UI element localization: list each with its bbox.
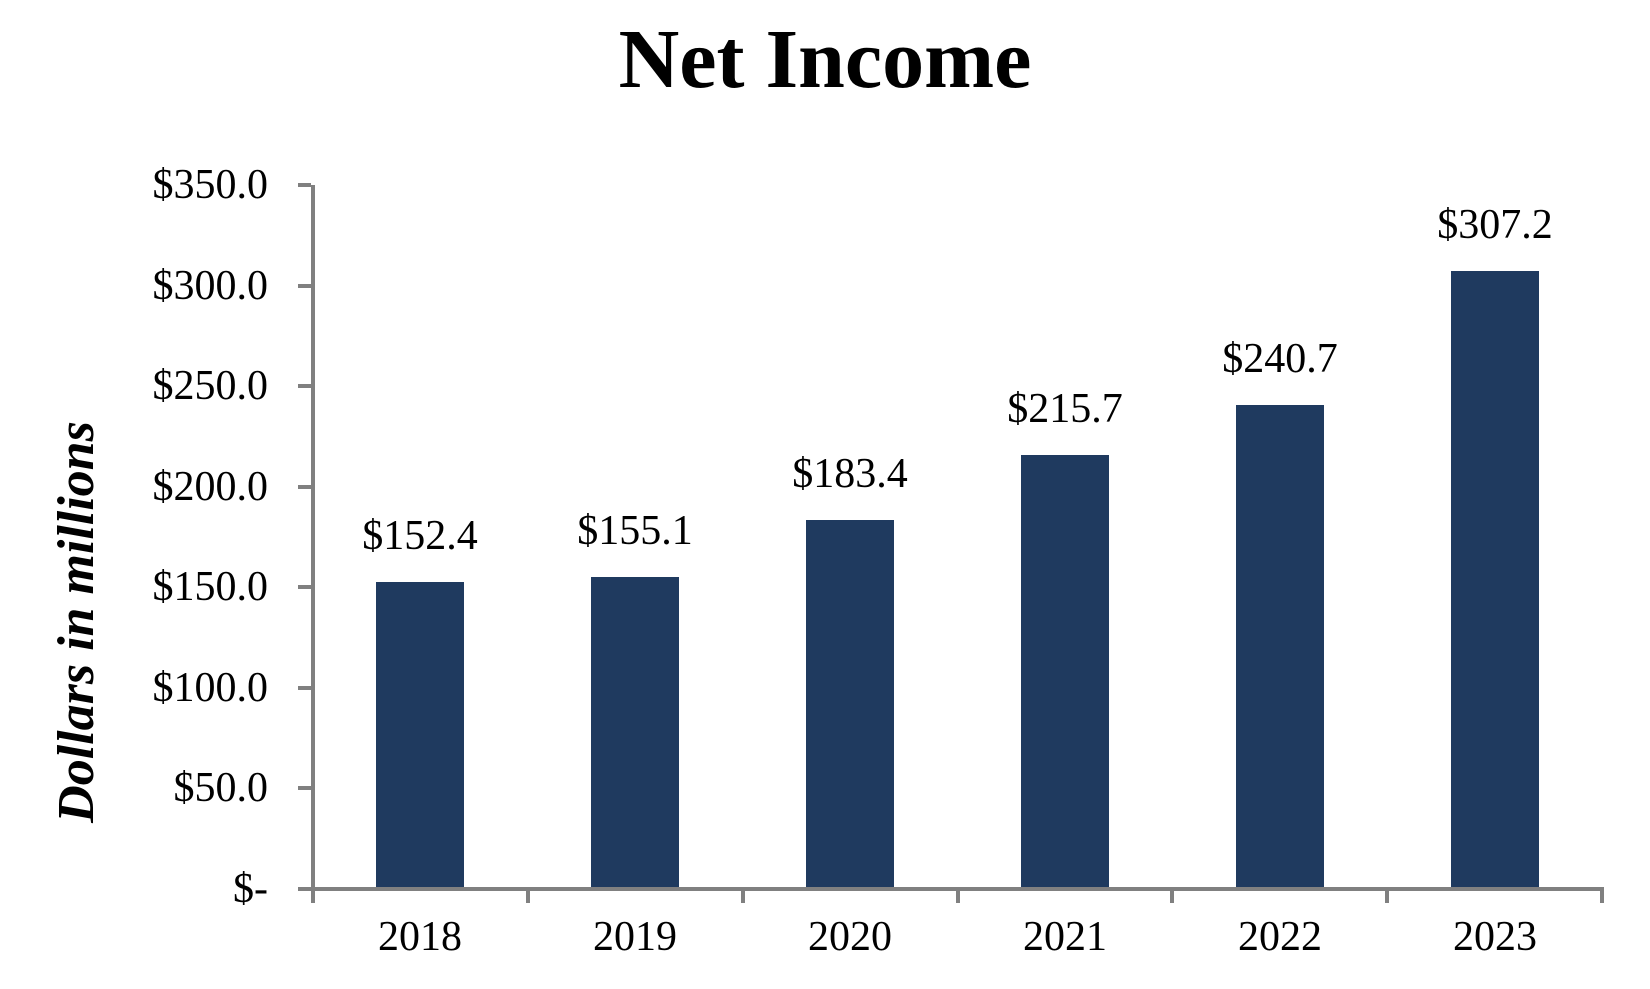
y-axis-tick	[298, 786, 311, 791]
y-tick-label: $200.0	[152, 463, 269, 510]
x-axis-tick	[1170, 888, 1175, 903]
x-tick-label: 2023	[1453, 914, 1537, 960]
bar-value-label: $152.4	[362, 513, 478, 559]
y-tick-label: $350.0	[152, 162, 269, 208]
y-tick-label: $100.0	[152, 664, 269, 711]
bar-2023	[1451, 271, 1539, 887]
bar-value-label: $215.7	[1007, 386, 1123, 432]
y-axis-tick	[298, 585, 311, 590]
bar-value-label: $240.7	[1222, 336, 1338, 382]
y-tick-label: $250.0	[152, 363, 269, 410]
bar-value-label: $307.2	[1437, 202, 1553, 248]
y-axis-tick	[298, 183, 311, 187]
y-tick-label: $50.0	[173, 765, 269, 812]
x-axis-tick	[1600, 888, 1604, 903]
y-axis-line	[311, 185, 315, 891]
y-axis-tick	[298, 685, 311, 690]
x-axis-tick	[740, 888, 745, 903]
bar-2021	[1021, 455, 1109, 887]
y-tick-label: $300.0	[152, 262, 269, 309]
x-tick-label: 2019	[593, 914, 677, 960]
chart-title: Net Income	[618, 13, 1032, 106]
bar-2020	[806, 520, 894, 887]
y-tick-label: $150.0	[152, 564, 269, 611]
x-tick-label: 2018	[378, 914, 462, 960]
x-axis-tick	[525, 888, 530, 903]
bar-2022	[1236, 405, 1324, 887]
x-tick-label: 2021	[1023, 914, 1107, 960]
x-tick-label: 2022	[1238, 914, 1322, 960]
y-axis-tick	[298, 384, 311, 389]
x-axis-tick	[955, 888, 960, 903]
x-axis-tick	[311, 888, 315, 903]
bar-2019	[591, 577, 679, 887]
bar-value-label: $183.4	[792, 451, 908, 497]
y-axis-tick	[298, 887, 311, 891]
x-axis-tick	[1385, 888, 1390, 903]
x-tick-label: 2020	[808, 914, 892, 960]
y-axis-tick	[298, 283, 311, 288]
y-tick-label: $-	[233, 866, 268, 912]
bar-2018	[376, 582, 464, 887]
y-axis-tick	[298, 484, 311, 489]
bar-value-label: $155.1	[577, 508, 693, 554]
